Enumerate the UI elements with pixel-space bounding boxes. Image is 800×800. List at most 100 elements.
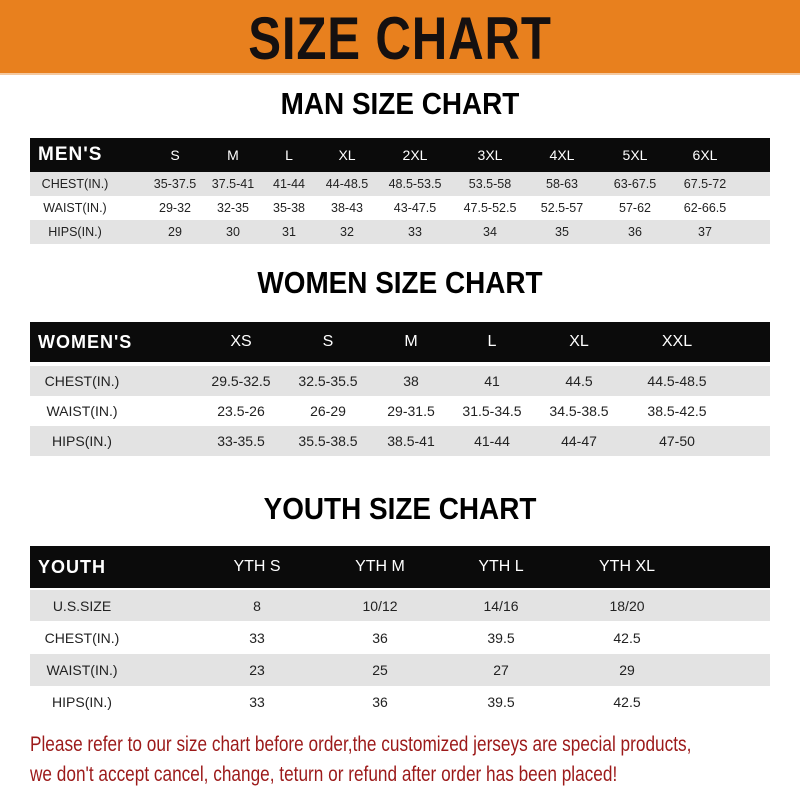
size-header-xl: XL [569,333,589,350]
size-header-s: S [322,333,334,350]
measurement-cell: 42.5 [613,694,641,710]
measurement-cell: 37.5-41 [211,177,255,191]
measurement-cell: 33-35.5 [217,433,265,449]
row-label: WAIST(IN.) [46,662,118,678]
women-section-title: WOMEN SIZE CHART [257,265,543,300]
measurement-cell: 38 [403,373,419,389]
measurement-cell: 53.5-58 [468,177,512,191]
table-row: CHEST(IN.) 35-37.5 37.5-41 41-44 44-48.5 48.5… [30,172,770,196]
size-header-xxl: XXL [661,333,693,350]
measurement-cell: 38-43 [331,201,363,215]
measurement-cell: 41-44 [474,433,510,449]
table-row: WAIST(IN.) 29-32 32-35 35-38 38-43 43-47.5 47.… [30,196,770,220]
men-section-title: MAN SIZE CHART [280,86,520,121]
size-header-l: L [487,333,497,350]
size-header-xl: XL [338,147,356,163]
size-header-s: S [170,147,180,163]
size-header-l: L [285,147,293,163]
measurement-cell: 43-47.5 [393,201,437,215]
measurement-cell: 38.5-42.5 [647,403,707,419]
men-header-row: MEN'S S M L XL 2XL 3XL 4XL 5XL 6XL [30,138,770,172]
measurement-cell: 35.5-38.5 [298,433,358,449]
row-label: U.S.SIZE [52,597,112,614]
measurement-cell: 44.5 [565,373,593,389]
row-label: CHEST(IN.) [41,177,109,191]
measurement-cell: 39.5 [487,629,515,646]
measurement-cell: 29-32 [159,201,191,215]
table-row: HIPS(IN.) 29 30 31 32 33 34 35 36 37 [30,220,770,244]
table-row: CHEST(IN.) 29.5-32.5 32.5-35.5 38 41 44.5 44.5… [30,366,770,396]
table-row: CHEST(IN.) 33 36 39.5 42.5 [30,621,770,654]
measurement-cell: 36 [372,629,388,646]
measurement-cell: 27 [493,662,509,678]
row-label: WAIST(IN.) [46,403,118,419]
measurement-cell: 48.5-53.5 [388,177,442,191]
measurement-cell: 67.5-72 [683,177,727,191]
measurement-cell: 58-63 [546,177,578,191]
measurement-cell: 37 [698,225,712,239]
table-row: HIPS(IN.) 33 36 39.5 42.5 [30,686,770,718]
table-row: WAIST(IN.) 23.5-26 26-29 29-31.5 31.5-34.5 34… [30,396,770,426]
size-header-yth-xl: YTH XL [598,558,656,575]
measurement-cell: 57-62 [619,201,651,215]
measurement-cell: 32 [340,225,354,239]
size-header-m: M [227,147,239,163]
table-row: U.S.SIZE 8 10/12 14/16 18/20 [30,590,770,621]
measurement-cell: 18/20 [609,597,645,614]
measurement-cell: 29-31.5 [387,403,435,419]
measurement-cell: 34.5-38.5 [549,403,609,419]
women-header-row: WOMEN'S XS S M L XL XXL [30,322,770,362]
size-header-xs: XS [230,333,252,350]
size-header-yth-m: YTH M [355,558,405,575]
measurement-cell: 30 [226,225,240,239]
youth-section-title: YOUTH SIZE CHART [263,491,537,526]
measurement-cell: 23.5-26 [217,403,265,419]
row-label: HIPS(IN.) [48,225,102,239]
title-banner: SIZE CHART [0,0,800,75]
measurement-cell: 29.5-32.5 [211,373,271,389]
row-label: WAIST(IN.) [43,201,107,215]
table-row: WAIST(IN.) 23 25 27 29 [30,654,770,686]
measurement-cell: 35 [555,225,569,239]
measurement-cell: 29 [168,225,182,239]
measurement-cell: 31.5-34.5 [462,403,522,419]
banner-title: SIZE CHART [248,5,552,72]
measurement-cell: 63-67.5 [613,177,657,191]
measurement-cell: 32.5-35.5 [298,373,358,389]
measurement-cell: 38.5-41 [387,433,435,449]
size-header-m: M [404,333,418,350]
measurement-cell: 33 [249,694,265,710]
measurement-cell: 36 [372,694,388,710]
measurement-cell: 14/16 [483,597,519,614]
measurement-cell: 33 [249,629,265,646]
measurement-cell: 33 [408,225,422,239]
row-label: CHEST(IN.) [44,373,120,389]
measurement-cell: 41-44 [273,177,305,191]
measurement-cell: 8 [253,597,261,614]
measurement-cell: 29 [619,662,635,678]
size-header-5xl: 5XL [622,147,648,163]
youth-header-row: YOUTH YTH S YTH M YTH L YTH XL [30,546,770,588]
measurement-cell: 10/12 [362,597,398,614]
women-header-label: WOMEN'S [38,331,133,352]
measurement-cell: 44.5-48.5 [647,373,707,389]
measurement-cell: 31 [282,225,296,239]
men-header-label: MEN'S [38,144,103,165]
measurement-cell: 47.5-52.5 [463,201,517,215]
measurement-cell: 35-37.5 [153,177,197,191]
youth-header-label: YOUTH [38,556,106,577]
notice-line-1: Please refer to our size chart before or… [30,733,692,756]
measurement-cell: 62-66.5 [683,201,727,215]
size-header-4xl: 4XL [549,147,575,163]
measurement-cell: 41 [484,373,500,389]
row-label: HIPS(IN.) [52,433,112,449]
size-header-2xl: 2XL [402,147,428,163]
size-header-3xl: 3XL [477,147,503,163]
measurement-cell: 32-35 [217,201,249,215]
measurement-cell: 52.5-57 [540,201,584,215]
measurement-cell: 44-48.5 [325,177,369,191]
measurement-cell: 47-50 [659,433,695,449]
row-label: CHEST(IN.) [44,629,120,646]
measurement-cell: 34 [483,225,497,239]
size-header-6xl: 6XL [692,147,718,163]
